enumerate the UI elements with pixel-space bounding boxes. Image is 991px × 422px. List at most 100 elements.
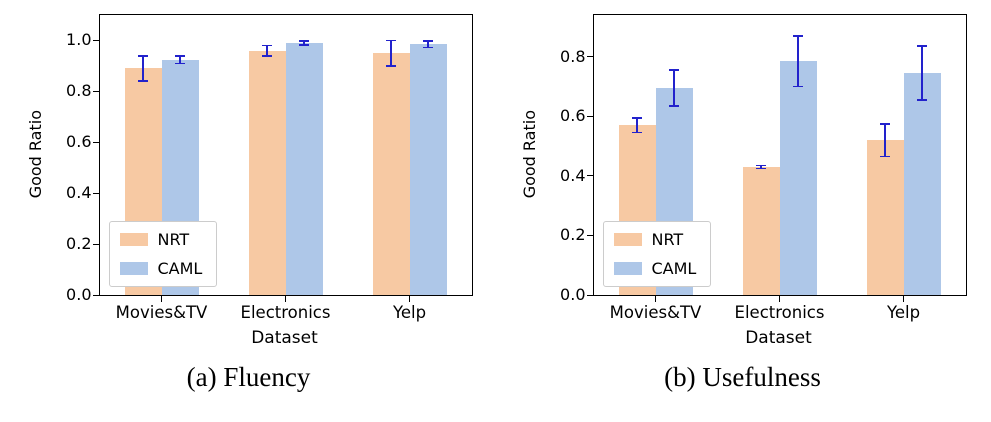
error-cap-top bbox=[175, 54, 185, 57]
legend-label-nrt: NRT bbox=[651, 230, 684, 249]
caption-b: (b) Usefulness bbox=[664, 362, 821, 392]
error-bar-caml-yelp bbox=[427, 40, 429, 48]
y-tick-label: 0.8 bbox=[560, 46, 586, 66]
error-cap-bottom bbox=[632, 131, 642, 134]
y-tick-label: 0.0 bbox=[66, 285, 92, 304]
x-tick-label: Movies&TV bbox=[609, 303, 702, 322]
error-cap-top bbox=[632, 116, 642, 119]
y-tick-mark bbox=[92, 90, 99, 92]
error-cap-top bbox=[880, 122, 890, 125]
x-axis-label: Dataset bbox=[745, 328, 812, 348]
error-bar-caml-electronics bbox=[797, 35, 799, 87]
x-tick-label: Electronics bbox=[734, 303, 825, 322]
bar-nrt-yelp bbox=[372, 53, 410, 295]
error-cap-bottom bbox=[423, 46, 433, 49]
error-cap-bottom bbox=[138, 80, 148, 82]
legend-label-caml: CAML bbox=[651, 259, 697, 278]
error-bar-caml-movies-tv bbox=[673, 70, 675, 106]
y-axis-label: Good Ratio bbox=[520, 109, 539, 199]
x-tick-label: Yelp bbox=[886, 303, 921, 322]
y-tick-mark bbox=[586, 56, 593, 58]
y-tick-mark bbox=[92, 192, 99, 194]
error-bar-caml-yelp bbox=[921, 46, 923, 100]
error-bar-nrt-yelp bbox=[884, 123, 886, 157]
legend: NRT CAML bbox=[108, 221, 218, 287]
bar-caml-electronics bbox=[285, 43, 323, 295]
chart-fluency: Good Ratio 0.0 0.2 0.4 0.6 0.8 1.0 Movies&TV Ele… bbox=[25, 14, 473, 348]
error-cap-bottom bbox=[386, 65, 396, 67]
error-cap-bottom bbox=[299, 44, 309, 46]
error-bar-nrt-movies-tv bbox=[636, 117, 638, 133]
x-tick-label: Yelp bbox=[392, 303, 427, 322]
y-axis-label-wrap: Good Ratio bbox=[519, 14, 541, 294]
y-tick-mark bbox=[92, 294, 99, 296]
bar-caml-yelp bbox=[409, 44, 447, 295]
y-tick-label: 0.6 bbox=[66, 132, 92, 152]
error-cap-top bbox=[299, 40, 309, 42]
error-cap-top bbox=[793, 35, 803, 37]
y-tick-mark bbox=[92, 243, 99, 245]
y-tick-label: 0.6 bbox=[560, 106, 586, 126]
error-cap-top bbox=[262, 44, 272, 47]
error-cap-bottom bbox=[669, 105, 679, 107]
plot-area: 0.0 0.2 0.4 0.6 0.8 Movies&TV Electronics Yelp N… bbox=[560, 14, 967, 322]
y-tick-mark bbox=[586, 175, 593, 177]
legend-label-caml: CAML bbox=[157, 259, 203, 278]
error-bar-caml-electronics bbox=[303, 40, 305, 46]
error-bar-nrt-electronics bbox=[760, 165, 762, 169]
chart-row: Good Ratio 0.0 0.2 0.4 0.6 0.8 Movies&TV Electr… bbox=[519, 14, 967, 348]
x-tick-mark bbox=[285, 296, 286, 302]
figure-b-usefulness: Good Ratio 0.0 0.2 0.4 0.6 0.8 Movies&TV Electr… bbox=[519, 14, 967, 422]
error-bar-nrt-electronics bbox=[266, 45, 268, 56]
bar-nrt-yelp bbox=[866, 140, 904, 295]
plot-area: 0.0 0.2 0.4 0.6 0.8 1.0 Movies&TV Electronics Ye… bbox=[66, 14, 473, 322]
legend-entry-nrt: NRT bbox=[613, 230, 697, 249]
legend-entry-caml: CAML bbox=[613, 259, 697, 278]
bar-caml-yelp bbox=[903, 73, 941, 295]
error-bar-caml-movies-tv bbox=[179, 55, 181, 64]
error-cap-top bbox=[423, 40, 433, 42]
error-cap-bottom bbox=[793, 85, 803, 88]
x-tick-mark bbox=[409, 296, 410, 302]
y-tick-label: 0.2 bbox=[560, 225, 586, 245]
legend-swatch-caml bbox=[119, 262, 148, 275]
error-bar-nrt-movies-tv bbox=[142, 55, 144, 82]
bar-caml-electronics bbox=[779, 61, 817, 295]
x-axis-label: Dataset bbox=[251, 328, 318, 348]
y-tick-label: 0.8 bbox=[66, 81, 92, 101]
legend-entry-caml: CAML bbox=[119, 259, 203, 278]
legend-swatch-caml bbox=[613, 262, 642, 275]
y-tick-label: 0.2 bbox=[66, 234, 92, 254]
legend-label-nrt: NRT bbox=[157, 230, 190, 249]
y-tick-mark bbox=[586, 234, 593, 236]
x-tick-mark bbox=[779, 296, 780, 302]
legend-swatch-nrt bbox=[613, 233, 642, 246]
error-cap-bottom bbox=[880, 155, 890, 158]
x-tick-mark bbox=[161, 296, 162, 302]
y-tick-label: 1.0 bbox=[66, 30, 92, 50]
y-axis-label-wrap: Good Ratio bbox=[25, 14, 47, 294]
error-cap-bottom bbox=[262, 54, 272, 57]
y-tick-mark bbox=[586, 115, 593, 117]
error-cap-top bbox=[917, 45, 927, 48]
x-tick-label: Movies&TV bbox=[115, 303, 208, 322]
y-tick-mark bbox=[92, 141, 99, 143]
y-tick-label: 0.4 bbox=[66, 183, 92, 203]
plot-column: 0.0 0.2 0.4 0.6 0.8 1.0 Movies&TV Electronics Ye… bbox=[66, 14, 473, 348]
figure-a-fluency: Good Ratio 0.0 0.2 0.4 0.6 0.8 1.0 Movies&TV Ele… bbox=[25, 14, 473, 422]
error-cap-bottom bbox=[175, 62, 185, 65]
caption-a: (a) Fluency bbox=[186, 362, 311, 392]
y-tick-mark bbox=[586, 294, 593, 296]
legend: NRT CAML bbox=[602, 221, 712, 287]
bar-nrt-electronics bbox=[742, 166, 780, 295]
error-cap-top bbox=[138, 54, 148, 57]
legend-entry-nrt: NRT bbox=[119, 230, 203, 249]
y-tick-label: 0.4 bbox=[560, 165, 586, 185]
bar-nrt-electronics bbox=[248, 50, 286, 295]
error-bar-nrt-yelp bbox=[390, 40, 392, 66]
chart-usefulness: Good Ratio 0.0 0.2 0.4 0.6 0.8 Movies&TV Electr… bbox=[519, 14, 967, 348]
error-cap-top bbox=[756, 164, 766, 167]
y-tick-label: 0.0 bbox=[560, 285, 586, 304]
legend-swatch-nrt bbox=[119, 233, 148, 246]
